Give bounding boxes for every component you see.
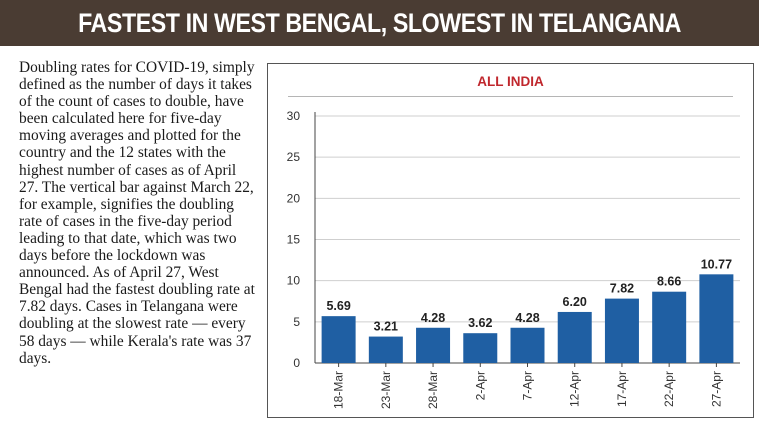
x-tick-label: 18-Mar (332, 371, 346, 409)
chart-title: ALL INDIA (477, 74, 544, 89)
y-tick-label: 30 (287, 109, 301, 123)
data-label: 4.28 (515, 311, 539, 325)
data-label: 10.77 (701, 257, 732, 271)
x-tick-label: 22-Apr (662, 371, 676, 407)
page-title: FASTEST IN WEST BENGAL, SLOWEST IN TELAN… (78, 7, 681, 38)
x-tick-label: 2-Apr (473, 371, 487, 400)
description-text: Doubling rates for COVID-19, simply defi… (19, 59, 255, 367)
x-tick-label: 12-Apr (568, 371, 582, 407)
bar-chart: 0 5 10 15 20 25 30 5.69 18-Mar 3.21 23-Mar 4.28 28-M… (287, 109, 740, 409)
bar-28-Mar (416, 327, 451, 363)
bar-17-Apr (604, 298, 639, 363)
y-tick-label: 10 (287, 274, 301, 288)
x-tick-label: 23-Mar (379, 371, 393, 409)
y-tick-label: 15 (287, 233, 301, 247)
x-tick-label: 17-Apr (615, 371, 629, 407)
chart-title-divider (288, 96, 733, 97)
data-label: 4.28 (421, 311, 445, 325)
data-label: 6.20 (563, 295, 587, 309)
y-tick-label: 0 (293, 356, 300, 370)
x-tick-label: 7-Apr (521, 371, 535, 400)
x-tick-label: 27-Apr (709, 371, 723, 407)
x-tick-label: 28-Mar (426, 371, 440, 409)
data-label: 5.69 (326, 299, 350, 313)
data-label: 3.21 (374, 320, 398, 334)
y-tick-label: 25 (287, 150, 301, 164)
chart-panel: ALL INDIA 0 5 10 15 20 25 30 5.69 18-Mar 3.21 23-M… (267, 63, 754, 418)
bar-12-Apr (557, 311, 592, 363)
header-bar: FASTEST IN WEST BENGAL, SLOWEST IN TELAN… (0, 0, 759, 46)
bar-27-Apr (699, 274, 734, 363)
bar-18-Mar (321, 316, 356, 363)
y-tick-label: 5 (293, 315, 300, 329)
bar-23-Mar (368, 336, 403, 363)
bar-22-Apr (652, 291, 687, 363)
bar-7-Apr (510, 327, 545, 363)
data-label: 7.82 (610, 282, 634, 296)
bar-2-Apr (463, 333, 498, 363)
data-label: 3.62 (468, 316, 492, 330)
data-label: 8.66 (657, 275, 681, 289)
y-tick-label: 20 (287, 191, 301, 205)
